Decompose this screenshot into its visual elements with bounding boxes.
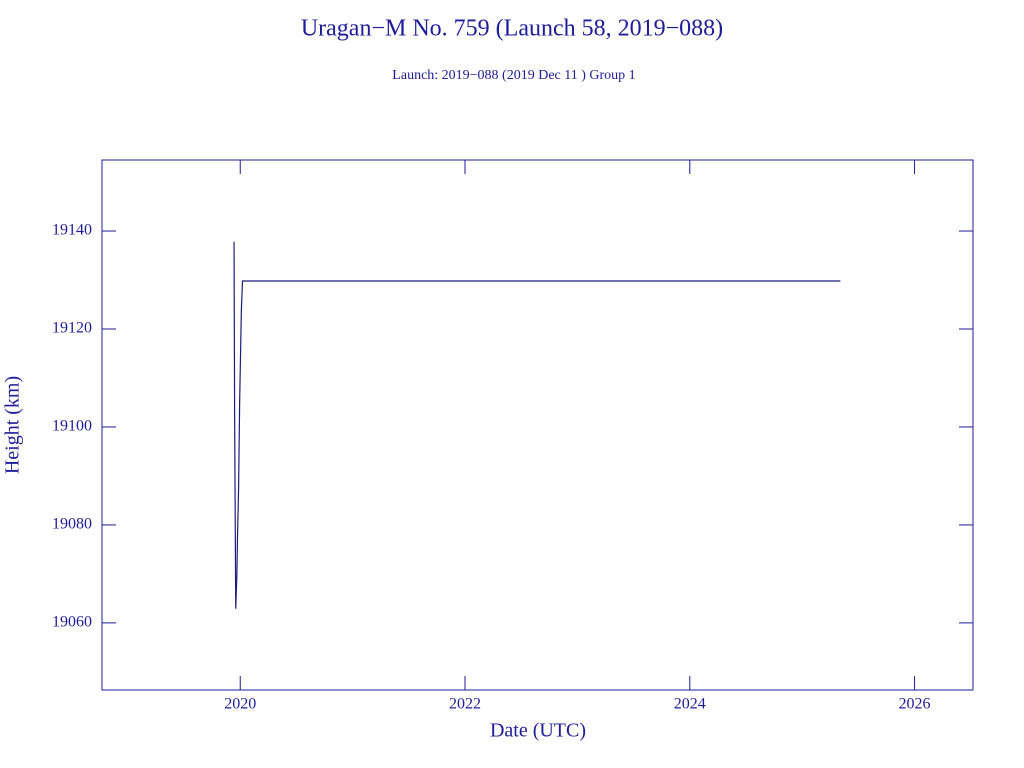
- chart-title: Uragan−M No. 759 (Launch 58, 2019−088): [301, 16, 723, 42]
- x-tick-label: 2024: [674, 696, 706, 713]
- x-tick-label: 2026: [899, 696, 931, 713]
- y-tick-label: 19140: [52, 222, 92, 239]
- x-tick-label: 2022: [449, 696, 481, 713]
- y-tick-label: 19060: [52, 614, 92, 631]
- x-tick-label: 2020: [224, 696, 256, 713]
- chart-subtitle: Launch: 2019−088 (2019 Dec 11 ) Group 1: [392, 68, 635, 83]
- x-axis-label: Date (UTC): [490, 720, 586, 742]
- y-tick-label: 19100: [52, 418, 92, 435]
- y-tick-label: 19080: [52, 516, 92, 533]
- y-axis-label: Height (km): [2, 376, 24, 474]
- y-tick-label: 19120: [52, 320, 92, 337]
- plot-frame: [101, 159, 974, 691]
- data-line: [233, 241, 841, 609]
